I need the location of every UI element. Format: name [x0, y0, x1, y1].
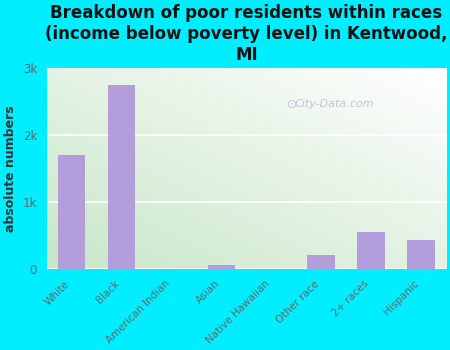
Bar	[307, 256, 335, 269]
Bar	[357, 232, 385, 269]
Y-axis label: absolute numbers: absolute numbers	[4, 105, 17, 232]
Bar	[108, 85, 135, 269]
Text: City-Data.com: City-Data.com	[294, 99, 374, 109]
Bar	[207, 265, 235, 269]
Bar	[407, 240, 435, 269]
Title: Breakdown of poor residents within races
(income below poverty level) in Kentwoo: Breakdown of poor residents within races…	[45, 4, 447, 64]
Text: ⊙: ⊙	[287, 98, 297, 111]
Bar	[58, 155, 86, 269]
